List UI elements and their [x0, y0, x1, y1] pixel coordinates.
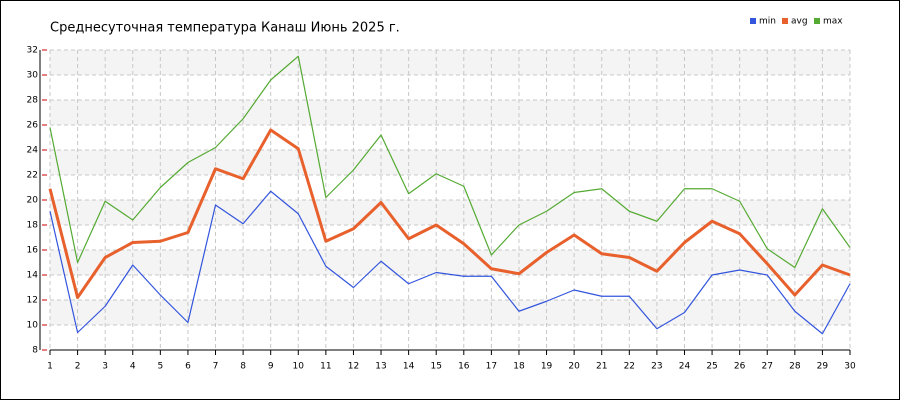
y-tick-label: 22 [27, 171, 38, 181]
x-tick-label: 3 [102, 362, 108, 372]
x-tick-label: 9 [268, 362, 274, 372]
chart-title: Среднесуточная температура Канаш Июнь 20… [50, 21, 400, 36]
x-tick-label: 1 [47, 362, 53, 372]
x-tick-label: 17 [486, 362, 497, 372]
series-line [49, 55, 851, 269]
legend-label: avg [791, 17, 808, 27]
y-tick-label: 12 [27, 296, 38, 306]
band [50, 250, 850, 275]
y-tick-label: 8 [32, 346, 38, 356]
x-tick-label: 27 [762, 362, 773, 372]
x-tick-label: 20 [568, 362, 580, 372]
x-tick-label: 2 [75, 362, 81, 372]
x-tick-label: 10 [293, 362, 305, 372]
x-tick-label: 18 [513, 362, 525, 372]
band [50, 300, 850, 325]
legend-swatch [814, 18, 820, 24]
x-tick-label: 13 [375, 362, 386, 372]
x-tick-label: 22 [624, 362, 635, 372]
x-tick-label: 8 [240, 362, 246, 372]
legend-swatch [782, 18, 788, 24]
x-tick-label: 7 [213, 362, 219, 372]
x-tick-label: 25 [706, 362, 717, 372]
legend-swatch [750, 18, 756, 24]
y-tick-label: 32 [27, 46, 38, 56]
x-tick-label: 19 [541, 362, 553, 372]
x-tick-label: 26 [734, 362, 746, 372]
x-tick-label: 24 [679, 362, 691, 372]
y-tick-label: 30 [27, 71, 39, 81]
y-tick-label: 28 [27, 96, 39, 106]
x-tick-label: 11 [320, 362, 331, 372]
y-tick-label: 24 [27, 146, 39, 156]
series-line [49, 190, 851, 335]
x-tick-label: 21 [596, 362, 607, 372]
band [50, 50, 850, 75]
series-line [48, 128, 851, 299]
y-tick-label: 10 [27, 321, 39, 331]
x-tick-label: 12 [348, 362, 359, 372]
x-tick-label: 6 [185, 362, 191, 372]
y-tick-label: 18 [27, 221, 39, 231]
x-tick-label: 28 [789, 362, 801, 372]
legend-label: max [823, 17, 843, 27]
y-tick-label: 16 [27, 246, 39, 256]
x-tick-label: 14 [403, 362, 415, 372]
band [50, 150, 850, 175]
x-tick-label: 15 [430, 362, 441, 372]
x-tick-label: 29 [817, 362, 829, 372]
x-tick-label: 4 [130, 362, 136, 372]
y-tick-label: 26 [27, 121, 39, 131]
band [50, 100, 850, 125]
legend-label: min [759, 17, 776, 27]
x-tick-label: 5 [157, 362, 163, 372]
x-tick-label: 23 [651, 362, 662, 372]
x-tick-label: 30 [844, 362, 856, 372]
band [50, 200, 850, 225]
x-tick-label: 16 [458, 362, 470, 372]
y-tick-label: 14 [27, 271, 39, 281]
y-tick-label: 20 [27, 196, 39, 206]
